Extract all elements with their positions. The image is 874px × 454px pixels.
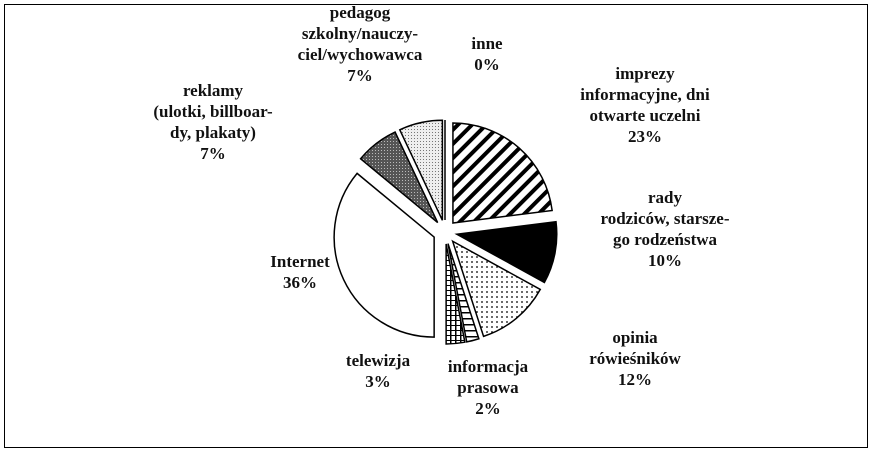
pie-slice <box>452 122 553 224</box>
pie-slice <box>445 243 466 345</box>
value-label: 10% <box>647 251 682 270</box>
slice-label: reklamy (ulotki, billboar- dy, plakaty) 7… <box>153 80 272 164</box>
value-label: 12% <box>618 370 652 389</box>
category-label: reklamy (ulotki, billboar- dy, plakaty) <box>153 81 273 142</box>
slice-label: telewizja 3% <box>346 350 410 392</box>
value-label: 23% <box>627 127 662 146</box>
pie-slice <box>447 243 480 343</box>
slice-label: Internet 36% <box>270 251 329 293</box>
category-label: pedagog szkolny/nauczy- ciel/wychowawca <box>297 3 423 64</box>
slice-label: informacja prasowa 2% <box>448 356 528 419</box>
category-label: rady rodziców, starsze- go rodzeństwa <box>600 188 730 249</box>
pie-slice <box>454 220 558 284</box>
value-label: 7% <box>347 66 373 85</box>
category-label: opinia rówieśników <box>589 328 681 368</box>
slice-label: inne 0% <box>471 33 502 75</box>
value-label: 2% <box>475 399 501 418</box>
slice-label: rady rodziców, starsze- go rodzeństwa 10% <box>600 187 729 271</box>
pie-slice <box>451 239 542 338</box>
category-label: telewizja <box>345 351 411 370</box>
category-label: inne <box>471 34 503 53</box>
category-label: imprezy informacyjne, dni otwarte uczeln… <box>580 64 710 125</box>
value-label: 3% <box>365 372 391 391</box>
frame <box>4 4 868 448</box>
pie-slice <box>398 119 444 221</box>
value-label: 7% <box>200 144 226 163</box>
slice-label: imprezy informacyjne, dni otwarte uczeln… <box>580 63 709 147</box>
value-label: 0% <box>474 55 500 74</box>
pie-slice <box>359 131 439 224</box>
value-label: 36% <box>282 273 317 292</box>
slice-label: pedagog szkolny/nauczy- ciel/wychowawca 7… <box>298 2 423 86</box>
pie-slice <box>333 172 435 338</box>
category-label: Internet <box>270 252 330 271</box>
category-label: informacja prasowa <box>447 357 529 397</box>
slice-label: opinia rówieśników 12% <box>589 327 681 390</box>
